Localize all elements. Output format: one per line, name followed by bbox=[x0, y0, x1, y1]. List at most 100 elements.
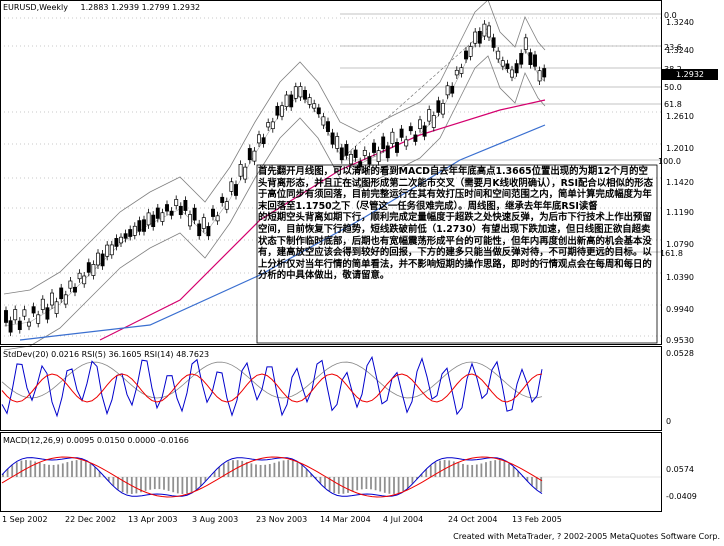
candle-body bbox=[86, 262, 91, 273]
candle-body bbox=[505, 63, 510, 70]
price-scale-label: 0.9940 bbox=[666, 305, 694, 314]
candle-body bbox=[257, 134, 261, 144]
candle-body bbox=[45, 307, 50, 320]
indicator1-title: StdDev(20) 0.0216 RSI(5) 36.1605 RSI(14)… bbox=[3, 350, 210, 359]
candle-body bbox=[100, 253, 105, 267]
candle-body bbox=[349, 154, 353, 165]
analysis-annotation: 首先翻开月线图，可以清晰的看到MACD自去年年底高点1.3665位置出现的为期1… bbox=[258, 166, 656, 341]
candle-body bbox=[523, 37, 528, 50]
chart-header: EURUSD,Weekly 1.2883 1.2939 1.2799 1.293… bbox=[3, 3, 200, 12]
candle-body bbox=[390, 131, 395, 144]
price-scale-label: 1.1420 bbox=[666, 178, 694, 187]
macd-line bbox=[1, 457, 543, 497]
candle-body bbox=[422, 125, 427, 137]
candle-body bbox=[316, 107, 321, 115]
price-scale-label: 1.1190 bbox=[666, 208, 694, 217]
fib-level-label: 100.0 bbox=[658, 157, 681, 166]
candle-body bbox=[275, 105, 280, 116]
candle-body bbox=[441, 103, 445, 115]
rsi-stddev-panel[interactable] bbox=[0, 346, 662, 431]
candle-body bbox=[192, 207, 197, 221]
rsi-slow-line bbox=[1, 373, 543, 403]
price-scale-label: 1.2010 bbox=[666, 144, 694, 153]
candle-body bbox=[224, 201, 229, 210]
candle-body bbox=[36, 314, 41, 324]
candle-body bbox=[234, 184, 238, 196]
candle-body bbox=[50, 292, 54, 306]
candle-body bbox=[146, 212, 151, 226]
candle-body bbox=[307, 97, 312, 105]
indicator2-title: MACD(12,26,9) 0.0095 0.0150 0.0000 -0.01… bbox=[3, 436, 189, 445]
candle-body bbox=[119, 236, 123, 244]
candle-body bbox=[54, 301, 59, 314]
candle-body bbox=[450, 85, 455, 94]
price-scale-label: 1.0790 bbox=[666, 240, 694, 249]
candle-body bbox=[293, 86, 298, 99]
candle-body bbox=[358, 161, 363, 168]
x-axis-label: 4 Jul 2004 bbox=[383, 515, 424, 524]
candle-body bbox=[174, 199, 179, 206]
current-price-marker: 1.2932 bbox=[662, 69, 718, 80]
candle-body bbox=[137, 220, 142, 232]
x-axis-label: 23 Nov 2003 bbox=[256, 515, 308, 524]
annotation-border bbox=[256, 164, 658, 344]
candle-body bbox=[8, 320, 13, 333]
candle-body bbox=[326, 121, 330, 132]
price-scale-label: 1.3240 bbox=[666, 18, 694, 27]
price-scale-label: 1.0390 bbox=[666, 273, 694, 282]
price-chart-panel[interactable] bbox=[0, 0, 662, 345]
candle-body bbox=[261, 137, 266, 145]
candle-body bbox=[105, 244, 110, 257]
candle-body bbox=[132, 225, 137, 236]
candle-body bbox=[151, 214, 156, 228]
candle-body bbox=[215, 215, 220, 222]
fib-level-label: 161.8 bbox=[660, 249, 683, 258]
candle-body bbox=[487, 25, 491, 38]
candle-body bbox=[142, 219, 146, 232]
candle-body bbox=[178, 205, 183, 216]
fib-level-label: 0.0 bbox=[664, 11, 677, 20]
fib-trend-line bbox=[339, 27, 489, 161]
candle-body bbox=[477, 30, 482, 44]
candle-body bbox=[408, 126, 413, 132]
candle-body bbox=[59, 287, 64, 300]
candle-body bbox=[73, 286, 77, 293]
candle-body bbox=[298, 86, 303, 98]
candle-body bbox=[77, 272, 82, 280]
indicator1-scale-bottom: 0 bbox=[666, 417, 672, 426]
candle-body bbox=[330, 132, 335, 145]
candle-body bbox=[436, 100, 441, 113]
fib-level-label: 61.8 bbox=[664, 100, 682, 109]
candle-body bbox=[537, 70, 542, 82]
x-axis-label: 3 Aug 2003 bbox=[192, 515, 239, 524]
candle-body bbox=[280, 105, 284, 117]
candle-body bbox=[155, 207, 160, 219]
candle-body bbox=[188, 214, 192, 227]
price-scale-label: 1.2610 bbox=[666, 112, 694, 121]
candle-body bbox=[431, 115, 436, 128]
bollinger-upper bbox=[3, 0, 546, 295]
candle-body bbox=[4, 310, 8, 323]
macd-panel[interactable] bbox=[0, 432, 662, 512]
candle-body bbox=[514, 63, 519, 74]
fib-level-label: 50.0 bbox=[664, 83, 682, 92]
x-axis-label: 13 Feb 2005 bbox=[512, 515, 562, 524]
candle-body bbox=[123, 233, 128, 239]
candle-body bbox=[266, 122, 271, 128]
candle-body bbox=[252, 150, 257, 162]
candle-body bbox=[27, 321, 31, 327]
candle-body bbox=[385, 145, 390, 159]
candle-body bbox=[464, 50, 468, 60]
candle-body bbox=[197, 223, 202, 237]
candle-body bbox=[247, 148, 252, 161]
candle-body bbox=[183, 199, 188, 211]
candle-body bbox=[243, 166, 248, 180]
candle-body bbox=[339, 147, 344, 161]
candle-body bbox=[418, 119, 422, 129]
candle-body bbox=[367, 156, 372, 165]
candle-body bbox=[395, 142, 399, 153]
candle-body bbox=[413, 134, 418, 142]
candle-body bbox=[128, 229, 133, 237]
candle-body bbox=[169, 210, 174, 216]
